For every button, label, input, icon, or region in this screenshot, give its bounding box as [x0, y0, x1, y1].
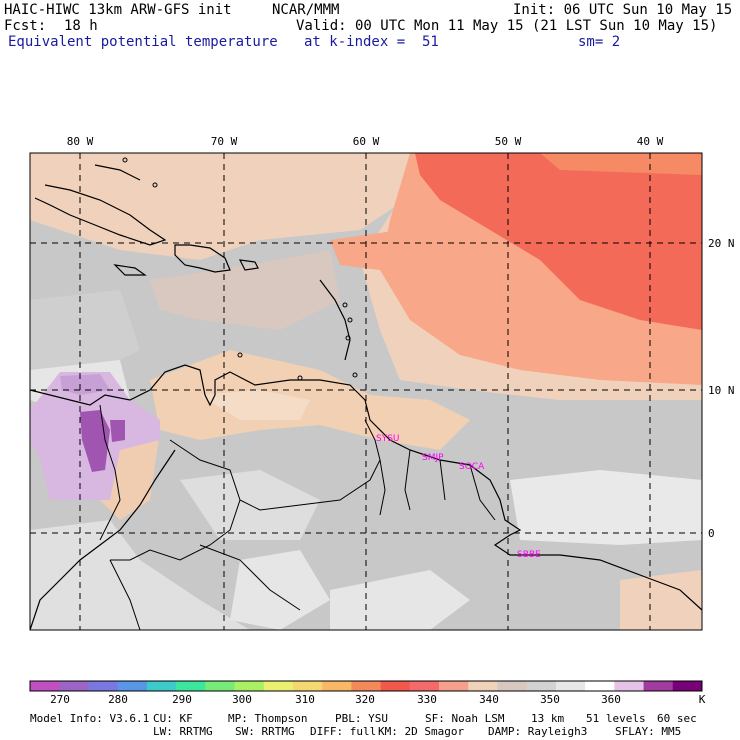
colorbar-swatch — [585, 681, 615, 691]
station-smjp: SMJP — [422, 453, 444, 463]
colorbar-swatch — [322, 681, 352, 691]
model-info-resolution: 13 km — [531, 712, 565, 725]
colorbar-swatch — [30, 681, 60, 691]
lon-label-50w: 50 W — [495, 135, 522, 148]
colorbar-swatch — [176, 681, 206, 691]
colorbar-label-320: 320 — [355, 693, 375, 706]
model-info-version: Model Info: V3.6.1 — [30, 712, 150, 725]
model-info-km: KM: 2D Smagor — [378, 725, 465, 738]
map-frame — [29, 152, 703, 631]
lon-label-60w: 60 W — [353, 135, 380, 148]
country-borders — [99, 404, 496, 631]
colorbar-label-350: 350 — [540, 693, 560, 706]
station-sysu: SYSU — [376, 434, 400, 444]
colorbar-swatch — [672, 681, 703, 691]
model-info-levels: 51 levels — [586, 712, 646, 725]
lat-label-10n: 10 N — [708, 384, 735, 397]
model-info-pbl: PBL: YSU — [335, 712, 388, 725]
colorbar-swatch — [555, 681, 586, 691]
model-info-lw: LW: RRTMG — [153, 725, 213, 738]
colorbar-swatch — [409, 681, 440, 691]
lon-label-40w: 40 W — [637, 135, 664, 148]
colorbar-swatch — [614, 681, 644, 691]
org-label: NCAR/MMM — [272, 2, 340, 18]
colorbar-swatch — [205, 681, 235, 691]
model-info-mp: MP: Thompson — [228, 712, 308, 725]
field-name: Equivalent potential temperature — [8, 34, 278, 50]
colorbar-label-310: 310 — [295, 693, 315, 706]
forecast-label: Fcst: — [4, 18, 47, 34]
lon-label-80w: 80 W — [67, 135, 94, 148]
smoothing-label: sm= 2 — [578, 34, 621, 50]
colorbar-swatch — [146, 681, 177, 691]
colorbar-swatch — [526, 681, 557, 691]
colorbar-swatch — [117, 681, 148, 691]
colorbar-label-300: 300 — [232, 693, 252, 706]
colorbar-swatch — [88, 681, 118, 691]
model-info-sf: SF: Noah LSM — [425, 712, 505, 725]
colorbar — [29, 680, 703, 692]
colorbar-label-270: 270 — [50, 693, 70, 706]
colorbar-label-280: 280 — [108, 693, 128, 706]
colorbar-swatch — [292, 681, 323, 691]
graticule — [30, 153, 702, 630]
level-label: at k-index = 51 — [304, 34, 439, 50]
model-info-sflay: SFLAY: MM5 — [615, 725, 682, 738]
init-time: Init: 06 UTC Sun 10 May 15 — [513, 2, 733, 18]
colorbar-label-290: 290 — [172, 693, 192, 706]
lat-label-20n: 20 N — [708, 237, 735, 250]
colorbar-swatch — [59, 681, 89, 691]
colorbar-unit: K — [698, 693, 706, 706]
colorbar-label-360: 360 — [601, 693, 621, 706]
station-sbbe: SBBE — [517, 550, 541, 560]
colorbar-swatch — [643, 681, 674, 691]
forecast-hours: 18 h — [64, 18, 98, 34]
model-info-damp: DAMP: Rayleigh3 — [488, 725, 588, 738]
lon-label-70w: 70 W — [211, 135, 238, 148]
colorbar-swatch — [380, 681, 411, 691]
islands — [122, 157, 358, 381]
colorbar-swatch — [439, 681, 469, 691]
colorbar-label-340: 340 — [479, 693, 499, 706]
valid-time: Valid: 00 UTC Mon 11 May 15 (21 LST Sun … — [296, 18, 718, 34]
station-soca: SOCA — [459, 462, 485, 472]
colorbar-frame — [29, 680, 703, 692]
colorbar-swatch — [263, 681, 294, 691]
colorbar-swatch — [468, 681, 498, 691]
lat-label-0: 0 — [708, 527, 715, 540]
colorbar-swatch — [497, 681, 527, 691]
model-title: HAIC-HIWC 13km ARW-GFS init — [4, 2, 232, 18]
colorbar-swatch — [234, 681, 265, 691]
colorbar-label-330: 330 — [417, 693, 437, 706]
colorbar-swatch — [351, 681, 381, 691]
model-info-cu: CU: KF — [153, 712, 193, 725]
model-info-timestep: 60 sec — [657, 712, 697, 725]
model-info-diff: DIFF: full — [310, 725, 377, 738]
model-info-sw: SW: RRTMG — [235, 725, 295, 738]
